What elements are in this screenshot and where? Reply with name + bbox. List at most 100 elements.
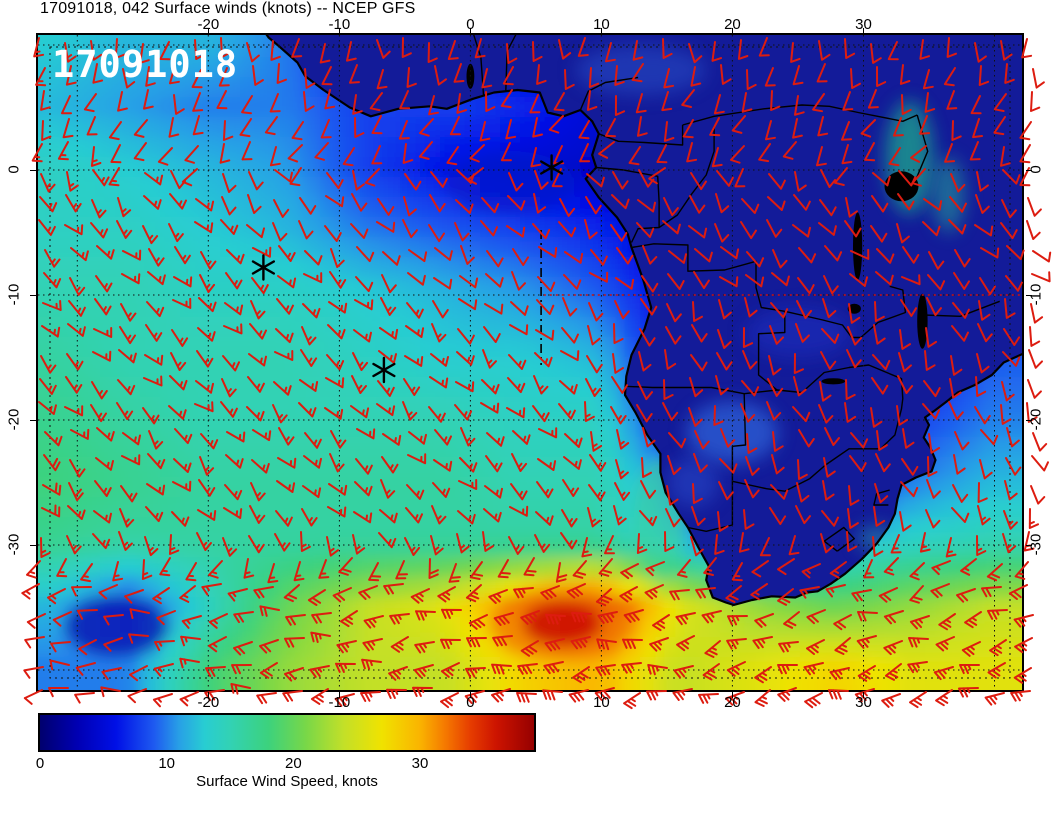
wind-barb xyxy=(377,198,395,216)
wind-barb xyxy=(479,121,491,142)
wind-barb xyxy=(977,323,993,343)
wind-barb xyxy=(1028,508,1039,529)
run-date-label: 17091018 xyxy=(52,43,239,86)
wind-barb xyxy=(770,484,789,500)
axis-tick xyxy=(1026,169,1032,171)
wind-barb xyxy=(191,69,203,89)
wind-barb xyxy=(219,143,231,164)
wind-barb xyxy=(143,89,154,110)
wind-barb xyxy=(94,298,112,316)
wind-barb xyxy=(318,559,330,579)
wind-barb xyxy=(253,586,274,599)
wind-barb xyxy=(291,38,303,58)
wind-barb xyxy=(200,433,219,450)
wind-barb xyxy=(919,532,931,553)
wind-barb xyxy=(559,198,576,217)
wind-barb xyxy=(69,277,86,296)
wind-barb xyxy=(570,636,591,650)
wind-barb xyxy=(532,117,543,138)
map-plot-area: 17091018 xyxy=(21,33,1052,710)
wind-barb xyxy=(354,299,374,311)
wind-barb xyxy=(116,220,133,239)
wind-barb xyxy=(584,401,595,422)
lat-tick-label-left: -30 xyxy=(5,533,23,556)
wind-barb xyxy=(664,531,675,552)
wind-barb xyxy=(825,584,846,598)
wind-barb xyxy=(1032,68,1045,89)
wind-barb xyxy=(446,146,459,166)
wind-barb xyxy=(690,536,704,557)
wind-barb xyxy=(148,430,164,450)
wind-barb xyxy=(741,92,753,113)
wind-barb xyxy=(652,614,670,632)
lon-tick-label-top: 10 xyxy=(593,16,610,33)
wind-barb xyxy=(459,275,479,289)
wind-barb xyxy=(241,95,253,115)
wind-barb xyxy=(1000,40,1013,61)
wind-barb xyxy=(885,663,902,681)
wind-barb xyxy=(302,303,321,319)
wind-barb xyxy=(642,427,656,448)
wind-barb xyxy=(928,251,945,270)
wind-barb xyxy=(754,689,771,707)
wind-barb xyxy=(273,381,292,396)
wind-barb xyxy=(43,272,62,289)
wind-barb xyxy=(41,325,61,338)
lat-tick-label-left: -20 xyxy=(5,408,23,431)
wind-barb xyxy=(480,402,500,414)
markers-layer xyxy=(251,154,564,384)
wind-barb xyxy=(536,481,554,499)
wind-barb xyxy=(399,90,411,110)
wind-barb xyxy=(901,458,919,476)
wind-barb xyxy=(820,351,837,370)
wind-barb xyxy=(548,115,564,134)
wind-barb xyxy=(362,638,383,652)
wind-barb xyxy=(923,198,943,211)
wind-barb xyxy=(871,195,889,213)
wind-barb xyxy=(148,248,165,267)
wind-barb xyxy=(595,664,616,677)
wind-barb xyxy=(428,224,445,243)
wind-barb xyxy=(69,459,86,478)
wind-barb xyxy=(220,37,231,58)
wind-barb xyxy=(673,665,694,679)
wind-barb xyxy=(944,143,956,163)
wind-barb xyxy=(883,610,904,625)
wind-barb xyxy=(256,692,277,705)
wind-barb xyxy=(738,532,750,553)
wind-barb xyxy=(230,683,251,695)
wind-barb xyxy=(26,613,46,629)
wind-barb xyxy=(430,535,444,556)
wind-barb xyxy=(276,298,294,315)
wind-barb xyxy=(66,171,79,192)
wind-barb xyxy=(506,43,518,64)
wind-barb xyxy=(821,328,840,344)
wind-barb xyxy=(897,193,915,211)
wind-barb xyxy=(662,38,673,59)
wind-barb xyxy=(516,692,537,703)
wind-barb xyxy=(38,401,57,415)
wind-barb xyxy=(197,509,217,521)
wind-barb xyxy=(301,326,317,346)
wind-barb xyxy=(509,324,529,336)
wind-barb xyxy=(870,407,883,428)
wind-barb xyxy=(536,64,547,85)
wind-barb xyxy=(510,301,529,316)
wind-barb xyxy=(481,68,493,89)
wind-barb xyxy=(961,641,981,657)
wind-barb xyxy=(460,245,475,265)
wind-barb xyxy=(179,691,199,707)
wind-barb xyxy=(226,249,245,265)
wind-barb xyxy=(876,430,888,451)
wind-barb xyxy=(720,428,736,448)
country-border xyxy=(579,76,639,111)
wind-barb xyxy=(958,687,979,698)
wind-barb xyxy=(403,378,421,396)
wind-barb xyxy=(668,432,687,449)
wind-barb xyxy=(356,246,375,263)
wind-barb xyxy=(669,589,690,601)
wind-barb xyxy=(846,349,862,369)
wind-barb xyxy=(360,691,381,702)
wind-barb xyxy=(506,225,526,238)
wind-barb xyxy=(876,248,895,264)
